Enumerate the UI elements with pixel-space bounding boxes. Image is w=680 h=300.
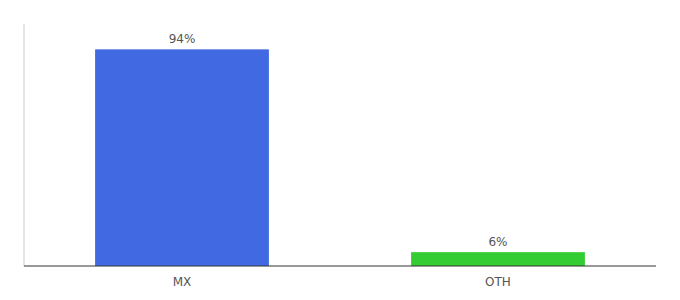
bar bbox=[95, 49, 269, 266]
chart: 94% 6% MX OTH bbox=[0, 0, 680, 300]
data-label: 94% bbox=[169, 32, 196, 46]
bars bbox=[95, 49, 585, 266]
x-tick-label: MX bbox=[173, 275, 192, 289]
x-tick-label: OTH bbox=[485, 275, 511, 289]
y-axis-line bbox=[24, 24, 25, 266]
data-label: 6% bbox=[488, 235, 507, 249]
chart-container: 94% 6% MX OTH bbox=[0, 0, 680, 300]
x-axis-line bbox=[24, 266, 656, 267]
bar bbox=[411, 252, 585, 266]
